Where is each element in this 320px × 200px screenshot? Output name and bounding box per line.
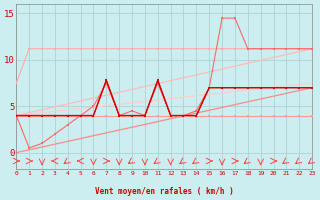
X-axis label: Vent moyen/en rafales ( km/h ): Vent moyen/en rafales ( km/h ): [95, 187, 234, 196]
